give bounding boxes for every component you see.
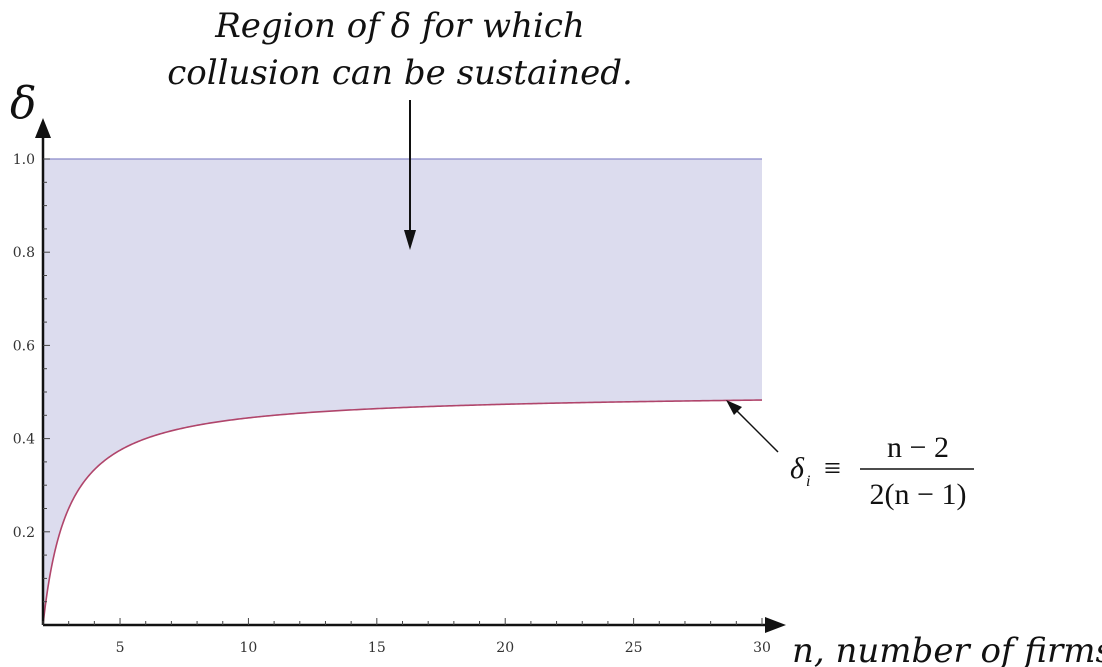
x-tick-label: 25 xyxy=(625,640,643,656)
x-tick-label: 30 xyxy=(753,640,771,656)
formula-equiv: ≡ xyxy=(824,452,841,485)
formula-lhs: δ xyxy=(790,452,805,485)
y-tick-label: 0.2 xyxy=(13,525,35,541)
formula-denominator: 2(n − 1) xyxy=(870,478,967,511)
tick-labels: 5 10 15 20 25 30 0.2 0.4 0.6 0.8 1.0 xyxy=(13,152,771,656)
region-arrow xyxy=(404,100,416,250)
critical-discount-curve xyxy=(42,399,763,626)
x-axis xyxy=(43,617,786,633)
x-tick-label: 5 xyxy=(116,640,125,656)
curve-arrow xyxy=(726,400,779,453)
region-annotation-line1: Region of δ for which xyxy=(214,6,585,46)
y-tick-label: 0.8 xyxy=(13,245,35,261)
formula-numerator: n − 2 xyxy=(887,431,949,464)
y-tick-label: 0.6 xyxy=(13,338,35,354)
y-tick-label: 1.0 xyxy=(13,152,35,168)
formula-subscript: i xyxy=(806,473,810,490)
region-annotation-line2: collusion can be sustained. xyxy=(167,53,633,93)
tick-marks xyxy=(42,158,763,625)
x-axis-label: n, number of firms xyxy=(792,631,1102,667)
y-axis xyxy=(35,118,51,625)
x-tick-label: 15 xyxy=(368,640,386,656)
x-tick-label: 20 xyxy=(496,640,514,656)
y-tick-label: 0.4 xyxy=(13,432,35,448)
collusion-region xyxy=(43,159,762,625)
x-tick-label: 10 xyxy=(240,640,258,656)
formula: δ i ≡ n − 2 2(n − 1) xyxy=(790,431,974,511)
y-axis-label: δ xyxy=(10,78,37,129)
